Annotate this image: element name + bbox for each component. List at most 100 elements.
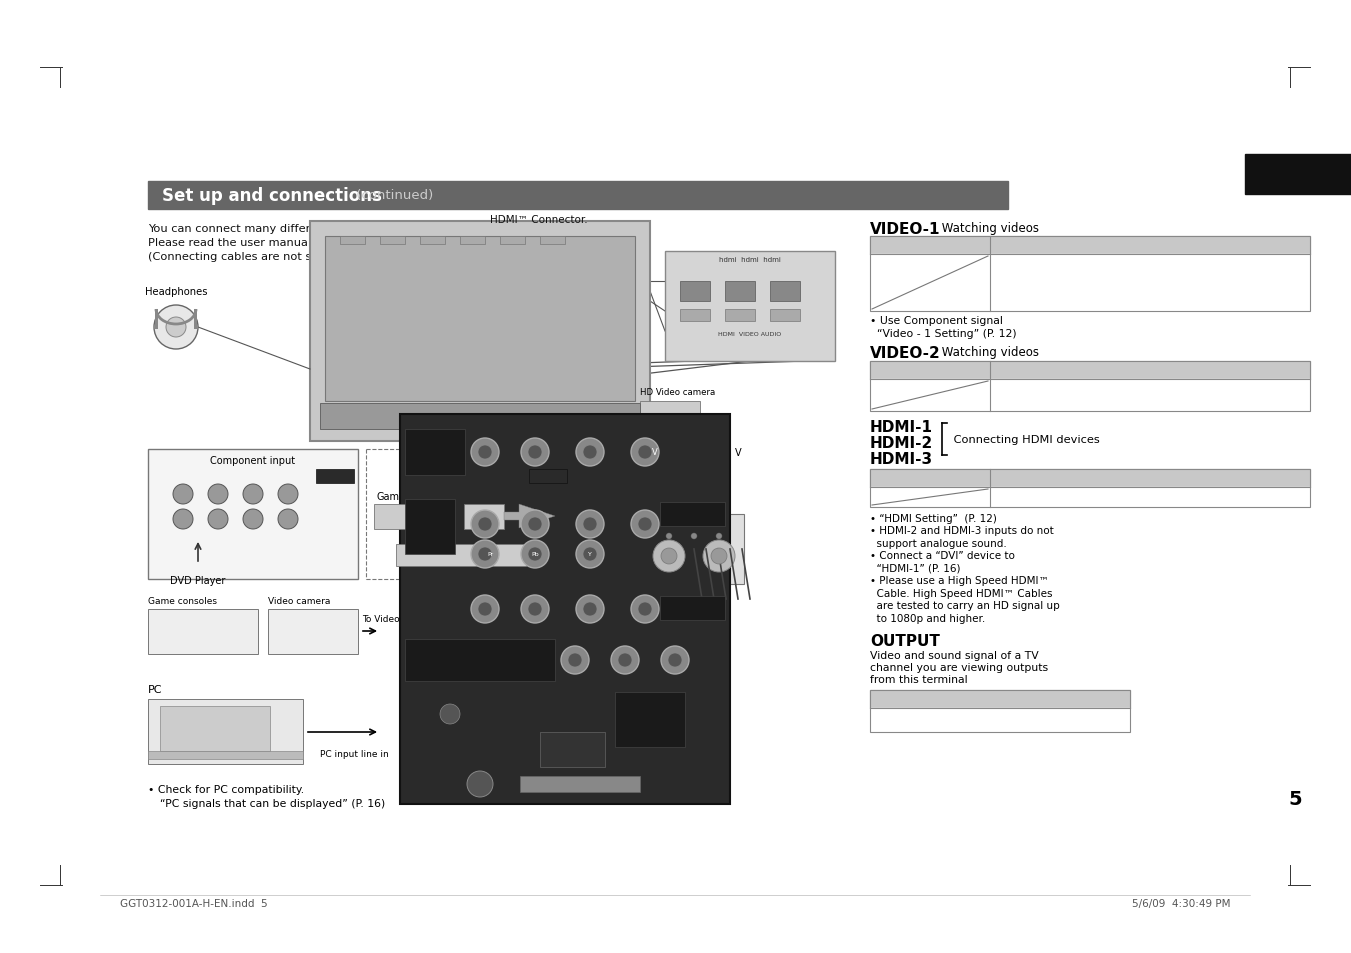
Bar [326,236,635,401]
Circle shape [576,540,604,568]
Bar [530,470,567,483]
Bar [195,310,197,330]
Text: OUTPUT: OUTPUT [870,634,940,649]
Circle shape [521,511,549,538]
Text: HD Video camera: HD Video camera [640,388,715,396]
Circle shape [154,306,199,350]
Text: Video: Video [473,492,500,501]
Circle shape [278,510,299,530]
Bar [870,254,1310,312]
Text: Output: Output [911,241,950,251]
Bar [540,236,565,245]
Text: PC input line in: PC input line in [320,749,389,759]
Text: GGT0312-001A-H-EN.indd  5: GGT0312-001A-H-EN.indd 5 [120,898,267,908]
Circle shape [584,547,597,561]
Circle shape [478,547,492,561]
Text: to 1080p and higher.: to 1080p and higher. [870,614,985,623]
Bar [680,282,711,302]
Text: Pb: Pb [531,552,539,557]
Bar [725,310,755,322]
Text: • HDMI-2 and HDMI-3 inputs do not: • HDMI-2 and HDMI-3 inputs do not [870,526,1054,536]
Circle shape [521,596,549,623]
Circle shape [471,438,499,467]
Bar [500,236,526,245]
Bar [309,222,650,441]
Circle shape [243,484,263,504]
Text: VIDEO-1: VIDEO-1 [323,474,346,479]
Text: Input: Input [1136,474,1165,483]
Text: HDMI-2: HDMI-2 [870,436,934,451]
Bar [149,450,358,579]
Text: Video camera: Video camera [267,597,331,605]
Bar [870,236,1310,254]
Circle shape [173,484,193,504]
Circle shape [653,540,685,573]
Bar [149,700,303,764]
Text: 5: 5 [1289,790,1302,809]
Bar [380,236,405,245]
Circle shape [584,517,597,532]
Circle shape [173,510,193,530]
Circle shape [528,446,542,459]
Circle shape [528,547,542,561]
Bar [665,252,835,361]
Circle shape [611,646,639,675]
Circle shape [584,602,597,617]
Bar [420,236,444,245]
Bar [340,236,365,245]
Circle shape [617,654,632,667]
Text: Pr: Pr [486,552,493,557]
Text: To “HDMI-3”: To “HDMI-3” [549,351,603,359]
Circle shape [716,534,721,539]
Circle shape [667,654,682,667]
Bar [320,403,640,430]
Circle shape [471,596,499,623]
Bar [530,524,661,546]
Bar [463,504,504,530]
Text: Component signal: Component signal [996,271,1097,281]
Text: • Connect a “DVI” device to: • Connect a “DVI” device to [870,551,1015,561]
Circle shape [638,446,653,459]
Text: HDMI™ Connector.: HDMI™ Connector. [490,214,588,225]
Circle shape [711,548,727,564]
Text: • Sound L / R: • Sound L / R [875,723,944,734]
Circle shape [528,517,542,532]
Text: 5/6/09  4:30:49 PM: 5/6/09 4:30:49 PM [1132,898,1229,908]
Text: Y: Y [588,552,592,557]
Text: from this terminal: from this terminal [870,675,967,685]
Circle shape [561,646,589,675]
Bar [770,310,800,322]
Text: Connecting HDMI devices: Connecting HDMI devices [950,435,1100,444]
Bar [870,236,1310,312]
Circle shape [631,596,659,623]
Text: L
J
R: L J R [427,510,432,543]
Bar [396,544,526,566]
Text: Video and sound signal of a TV: Video and sound signal of a TV [870,651,1039,660]
Circle shape [471,540,499,568]
Text: “HDMI-1” (P. 16): “HDMI-1” (P. 16) [870,563,961,574]
Bar [594,470,694,492]
Text: (Connecting cables are not supplied with this TV.): (Connecting cables are not supplied with… [149,252,431,262]
Text: Watching videos: Watching videos [938,222,1039,234]
Text: To “HDMI-1”: To “HDMI-1” [443,351,497,359]
Text: • Composite signal /: • Composite signal / [996,258,1102,269]
Bar [870,470,1310,507]
Text: are tested to carry an HD signal up: are tested to carry an HD signal up [870,601,1059,611]
Text: Output: Output [911,474,950,483]
Text: ( DVI ANALOG AUDIO ): ( DVI ANALOG AUDIO ) [444,664,515,669]
Text: Output: Output [911,366,950,375]
Text: • HDMI signal (P. 19): • HDMI signal (P. 19) [996,493,1102,502]
Circle shape [638,602,653,617]
Text: VCR / DVD recoder: VCR / DVD recoder [539,510,620,518]
Circle shape [521,540,549,568]
Text: “Video - 1 Setting” (P. 12): “Video - 1 Setting” (P. 12) [870,329,1016,338]
Text: PC: PC [149,684,162,695]
Text: VIDEO-2: VIDEO-2 [671,604,713,613]
Bar [149,182,1008,210]
Bar [405,499,455,555]
Text: • Composite signal: • Composite signal [996,384,1096,394]
Bar [316,470,354,483]
Text: Amplifier: Amplifier [671,519,716,530]
Circle shape [478,602,492,617]
Bar [870,488,1310,507]
